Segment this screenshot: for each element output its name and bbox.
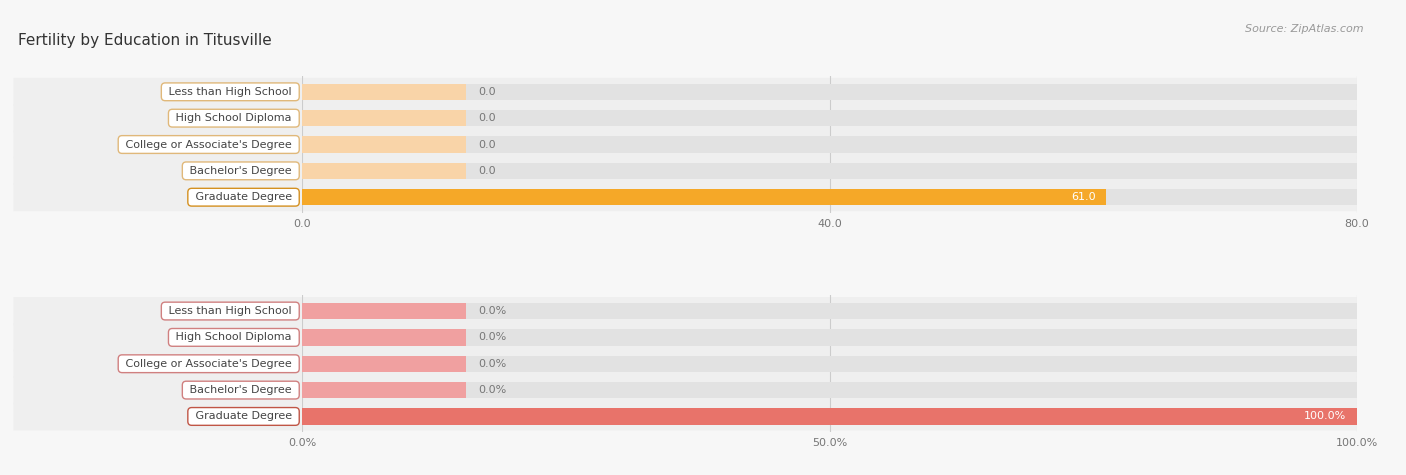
Text: Less than High School: Less than High School bbox=[166, 87, 295, 97]
FancyBboxPatch shape bbox=[14, 376, 1357, 404]
Text: 0.0: 0.0 bbox=[478, 140, 496, 150]
Bar bbox=[302, 382, 1357, 398]
Text: 0.0%: 0.0% bbox=[478, 332, 506, 342]
Bar bbox=[302, 136, 465, 152]
Text: Graduate Degree: Graduate Degree bbox=[191, 192, 295, 202]
Bar bbox=[302, 356, 465, 372]
Bar bbox=[302, 84, 1357, 100]
Bar bbox=[302, 84, 465, 100]
Bar bbox=[302, 110, 1357, 126]
FancyBboxPatch shape bbox=[14, 323, 1357, 352]
Bar bbox=[302, 408, 1357, 425]
FancyBboxPatch shape bbox=[14, 402, 1357, 430]
Bar bbox=[302, 163, 465, 179]
Text: 0.0: 0.0 bbox=[478, 87, 496, 97]
Text: 100.0%: 100.0% bbox=[1303, 411, 1347, 421]
Text: Less than High School: Less than High School bbox=[166, 306, 295, 316]
Bar bbox=[302, 189, 1357, 205]
Text: Bachelor's Degree: Bachelor's Degree bbox=[186, 385, 295, 395]
Bar bbox=[302, 382, 465, 398]
Text: High School Diploma: High School Diploma bbox=[173, 113, 295, 123]
FancyBboxPatch shape bbox=[14, 297, 1357, 325]
Text: 0.0%: 0.0% bbox=[478, 385, 506, 395]
Bar bbox=[302, 356, 1357, 372]
FancyBboxPatch shape bbox=[14, 350, 1357, 378]
Text: 0.0%: 0.0% bbox=[478, 359, 506, 369]
Text: College or Associate's Degree: College or Associate's Degree bbox=[122, 359, 295, 369]
Text: 0.0: 0.0 bbox=[478, 113, 496, 123]
FancyBboxPatch shape bbox=[14, 131, 1357, 159]
Text: Source: ZipAtlas.com: Source: ZipAtlas.com bbox=[1246, 24, 1364, 34]
Bar bbox=[302, 110, 465, 126]
Bar bbox=[302, 329, 1357, 345]
Bar bbox=[302, 303, 1357, 319]
Bar bbox=[302, 163, 1357, 179]
FancyBboxPatch shape bbox=[14, 183, 1357, 211]
Text: High School Diploma: High School Diploma bbox=[173, 332, 295, 342]
Text: 61.0: 61.0 bbox=[1071, 192, 1095, 202]
Bar bbox=[302, 136, 1357, 152]
Bar bbox=[302, 189, 1107, 205]
Bar bbox=[302, 408, 1357, 425]
FancyBboxPatch shape bbox=[14, 104, 1357, 132]
FancyBboxPatch shape bbox=[14, 157, 1357, 185]
Text: 0.0%: 0.0% bbox=[478, 306, 506, 316]
Text: 0.0: 0.0 bbox=[478, 166, 496, 176]
Bar bbox=[302, 329, 465, 345]
Text: Graduate Degree: Graduate Degree bbox=[191, 411, 295, 421]
FancyBboxPatch shape bbox=[14, 78, 1357, 106]
Text: Bachelor's Degree: Bachelor's Degree bbox=[186, 166, 295, 176]
Text: College or Associate's Degree: College or Associate's Degree bbox=[122, 140, 295, 150]
Text: Fertility by Education in Titusville: Fertility by Education in Titusville bbox=[18, 33, 271, 48]
Bar bbox=[302, 303, 465, 319]
